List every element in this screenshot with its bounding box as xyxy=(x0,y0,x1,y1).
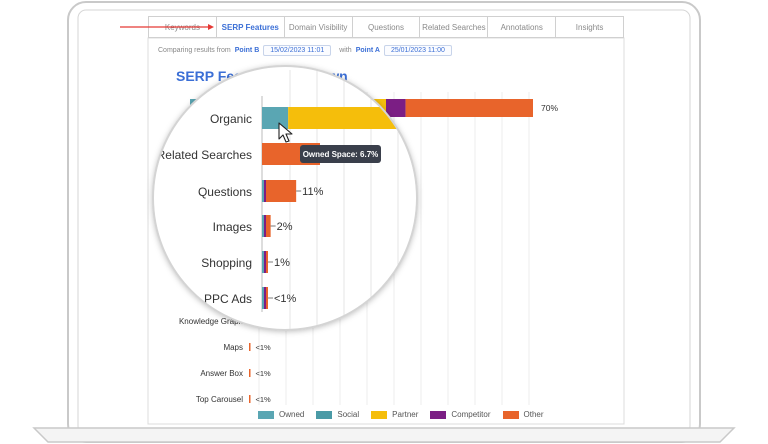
value-label-answer-box: <1% xyxy=(256,369,272,378)
tab-annotations[interactable]: Annotations xyxy=(488,17,557,37)
magnified-value-label-questions: 11% xyxy=(302,186,323,198)
tooltip-owned-space: Owned Space: 6.7% xyxy=(300,145,381,163)
tab-serp-features[interactable]: SERP Features xyxy=(217,17,285,37)
comparison-with: with xyxy=(339,47,352,54)
legend-item-owned[interactable]: Owned xyxy=(258,410,304,419)
legend-swatch-other xyxy=(502,410,519,419)
legend-item-competitor[interactable]: Competitor xyxy=(430,410,491,419)
bar-top-carousel-other xyxy=(249,395,251,403)
mouse-cursor-icon xyxy=(278,122,293,143)
bar-organic-full-other xyxy=(405,99,533,117)
category-label-top-carousel: Top Carousel xyxy=(196,395,243,404)
category-label-answer-box: Answer Box xyxy=(200,369,243,378)
tooltip-text: Owned Space: 6.7% xyxy=(303,150,379,159)
magnified-label-ppc-ads: PPC Ads xyxy=(204,292,252,306)
magnified-label-related-searches: Related Searches xyxy=(157,148,252,162)
tooltip-background xyxy=(300,145,381,163)
comparison-bar: Comparing results from Point B 15/02/202… xyxy=(158,45,458,56)
legend-label-owned: Owned xyxy=(279,410,305,419)
legend-swatch-competitor xyxy=(430,410,447,419)
point-b-label: Point B xyxy=(234,47,260,54)
point-b-date-selector[interactable]: 15/02/2023 11:01 xyxy=(263,45,332,56)
legend-swatch-partner xyxy=(371,410,388,419)
legend-label-other: Other xyxy=(523,410,544,419)
magnified-label-shopping: Shopping xyxy=(201,256,252,270)
magnified-bar-ppc-ads-owned xyxy=(262,287,264,309)
legend-item-social[interactable]: Social xyxy=(316,410,359,419)
magnified-value-label-shopping: 1% xyxy=(274,257,290,269)
magnified-bar-shopping-competitor xyxy=(264,251,266,273)
legend-item-other[interactable]: Other xyxy=(502,410,544,419)
chart-legend: Owned Social Partner Competitor Other xyxy=(258,410,544,419)
magnified-bar-questions-competitor xyxy=(264,180,266,202)
comparison-prefix: Comparing results from xyxy=(158,47,231,54)
magnified-bar-questions-owned xyxy=(262,180,264,202)
value-label-top-carousel: <1% xyxy=(256,395,272,404)
tab-related-searches[interactable]: Related Searches xyxy=(420,17,489,37)
magnified-bar-images-other xyxy=(266,215,271,237)
magnified-value-label-images: 2% xyxy=(277,221,293,233)
tab-domain-visibility[interactable]: Domain Visibility xyxy=(285,17,353,37)
annotation-arrow-head xyxy=(208,24,214,30)
magnified-value-label-ppc-ads: <1% xyxy=(274,293,297,305)
magnified-bar-images-owned xyxy=(262,215,264,237)
magnified-bar-ppc-ads-competitor xyxy=(264,287,266,309)
category-label-knowledge-graph: Knowledge Graph xyxy=(179,317,243,326)
bar-maps-other xyxy=(249,343,251,351)
magnified-bar-shopping-other xyxy=(266,251,268,273)
point-a-date-selector[interactable]: 25/01/2023 11:00 xyxy=(383,45,452,56)
value-label-maps: <1% xyxy=(256,343,272,352)
magnified-bar-shopping-owned xyxy=(262,251,264,273)
legend-label-partner: Partner xyxy=(392,410,419,419)
magnified-bar-organic-owned xyxy=(262,107,289,129)
bar-organic-full-competitor xyxy=(386,99,406,117)
legend-label-social: Social xyxy=(337,410,360,419)
magnified-label-organic: Organic xyxy=(210,112,252,126)
legend-swatch-social xyxy=(316,410,333,419)
legend-swatch-owned xyxy=(258,410,274,419)
tab-questions[interactable]: Questions xyxy=(353,17,421,37)
point-a-label: Point A xyxy=(355,47,380,54)
magnified-bar-questions-other xyxy=(266,180,297,202)
legend-item-partner[interactable]: Partner xyxy=(371,410,418,419)
category-label-maps: Maps xyxy=(223,343,243,352)
magnified-label-questions: Questions xyxy=(198,185,252,199)
magnifier-lens-rim xyxy=(152,65,418,331)
value-label-organic: 70% xyxy=(541,103,558,113)
bar-answer-box-other xyxy=(249,369,251,377)
laptop-base xyxy=(32,427,736,443)
tab-insights[interactable]: Insights xyxy=(575,22,604,32)
magnified-label-images: Images xyxy=(213,220,252,234)
legend-label-competitor: Competitor xyxy=(451,410,491,419)
magnified-bar-ppc-ads-other xyxy=(266,287,268,309)
magnified-bar-images-competitor xyxy=(264,215,266,237)
